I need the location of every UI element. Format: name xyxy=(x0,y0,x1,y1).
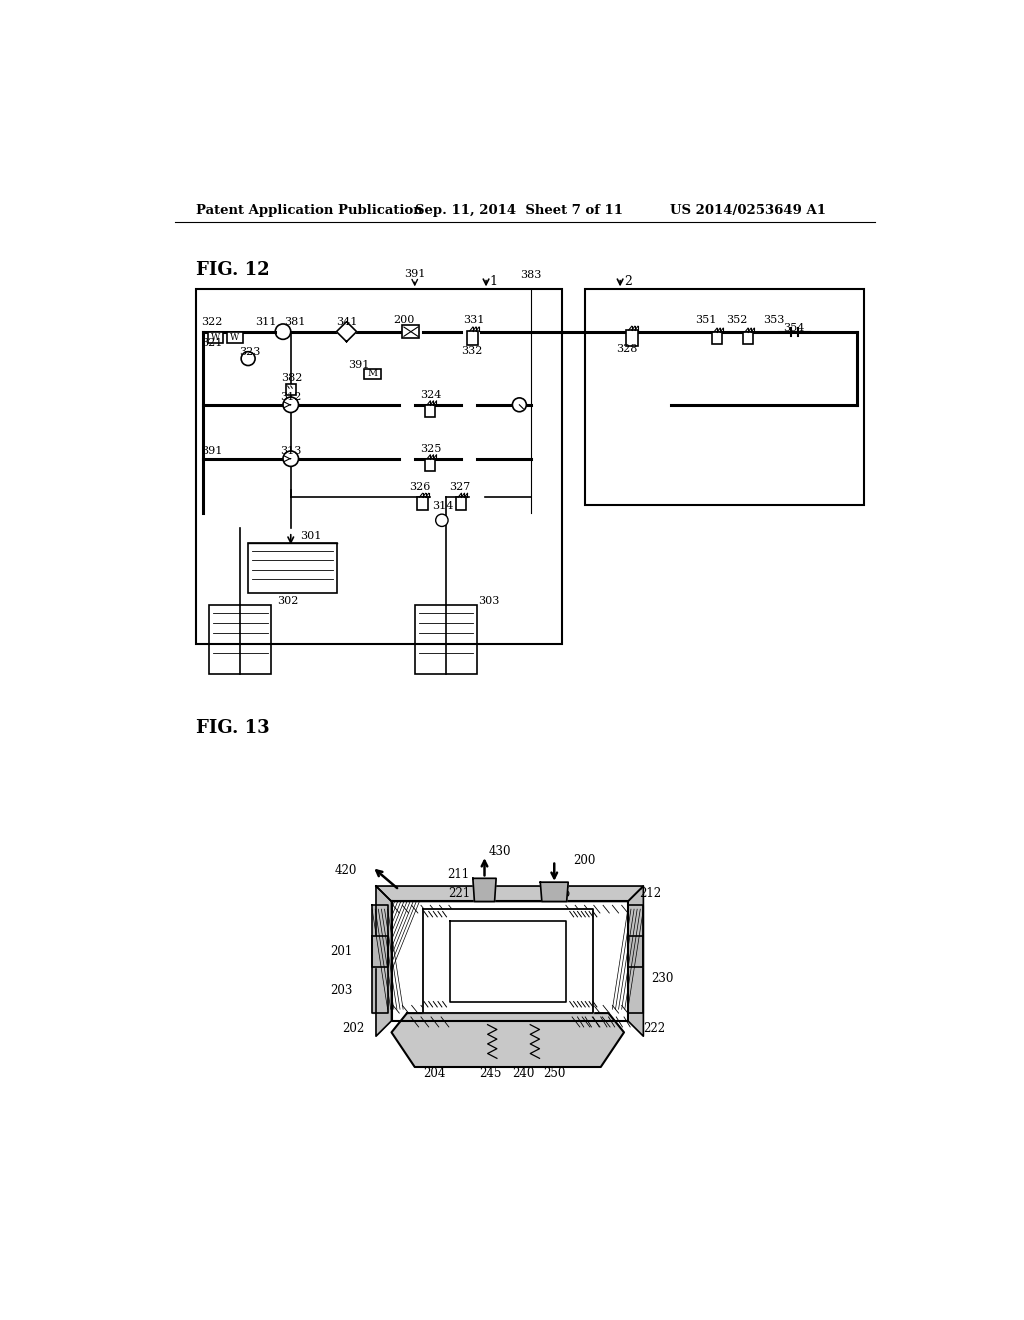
Text: 353: 353 xyxy=(764,315,784,325)
Polygon shape xyxy=(450,921,566,1002)
Text: 204: 204 xyxy=(423,1067,445,1080)
Bar xyxy=(425,459,435,471)
Text: 311: 311 xyxy=(255,317,276,326)
Bar xyxy=(209,605,271,675)
Text: 420: 420 xyxy=(334,865,356,878)
Text: 351: 351 xyxy=(694,315,716,325)
Polygon shape xyxy=(628,886,643,1036)
Text: 332: 332 xyxy=(461,346,482,356)
Polygon shape xyxy=(391,902,628,1020)
Bar xyxy=(208,333,223,343)
Polygon shape xyxy=(423,909,593,1014)
Polygon shape xyxy=(372,936,388,966)
Polygon shape xyxy=(376,886,643,902)
Text: 230: 230 xyxy=(651,972,674,985)
Text: 382: 382 xyxy=(281,372,302,383)
Text: 391: 391 xyxy=(404,269,425,279)
Bar xyxy=(402,326,420,338)
Polygon shape xyxy=(541,882,568,902)
Text: 212: 212 xyxy=(640,887,662,900)
Text: 240: 240 xyxy=(512,1067,535,1080)
Bar xyxy=(457,498,466,510)
Bar xyxy=(626,330,638,346)
Text: 331: 331 xyxy=(464,315,485,325)
Text: 391: 391 xyxy=(201,446,222,455)
Text: 383: 383 xyxy=(520,271,542,280)
Text: W: W xyxy=(230,334,240,342)
Text: 250: 250 xyxy=(543,1067,565,1080)
Text: Sep. 11, 2014  Sheet 7 of 11: Sep. 11, 2014 Sheet 7 of 11 xyxy=(415,205,623,218)
Text: 341: 341 xyxy=(336,317,357,326)
Polygon shape xyxy=(372,906,388,1014)
Text: 391: 391 xyxy=(348,360,370,370)
Text: W: W xyxy=(211,334,220,342)
Bar xyxy=(586,289,864,506)
Text: 325: 325 xyxy=(420,444,441,454)
Text: 324: 324 xyxy=(420,389,441,400)
Bar xyxy=(415,605,477,675)
Text: 1: 1 xyxy=(489,275,497,288)
Text: 245: 245 xyxy=(479,1067,502,1080)
Polygon shape xyxy=(337,322,356,342)
Circle shape xyxy=(283,451,299,466)
Bar xyxy=(197,289,562,644)
Text: 354: 354 xyxy=(783,323,804,333)
Text: 430: 430 xyxy=(488,845,511,858)
Text: 201: 201 xyxy=(331,945,352,958)
Text: 302: 302 xyxy=(276,597,298,606)
Bar xyxy=(425,405,435,417)
Circle shape xyxy=(512,397,526,412)
Bar xyxy=(467,331,478,345)
Text: 327: 327 xyxy=(450,482,471,492)
Polygon shape xyxy=(376,886,391,1036)
Text: 314: 314 xyxy=(432,502,454,511)
Text: 328: 328 xyxy=(616,345,638,354)
Text: 222: 222 xyxy=(643,1022,666,1035)
Text: 235: 235 xyxy=(548,887,570,900)
Bar xyxy=(713,333,722,343)
Text: 303: 303 xyxy=(478,597,500,606)
Circle shape xyxy=(283,397,299,413)
Bar xyxy=(743,333,753,343)
Bar xyxy=(227,333,243,343)
Text: 312: 312 xyxy=(280,392,301,403)
Text: 203: 203 xyxy=(331,983,352,997)
Text: FIG. 13: FIG. 13 xyxy=(197,719,270,737)
Polygon shape xyxy=(628,936,643,966)
Text: M: M xyxy=(367,370,377,379)
Text: 301: 301 xyxy=(300,531,322,541)
Text: FIG. 12: FIG. 12 xyxy=(197,261,270,279)
Bar xyxy=(286,384,296,395)
Text: 221: 221 xyxy=(449,887,471,900)
Polygon shape xyxy=(391,1014,624,1067)
Text: 321: 321 xyxy=(201,338,222,348)
Text: 200: 200 xyxy=(573,854,596,867)
Text: 326: 326 xyxy=(410,482,431,492)
Polygon shape xyxy=(473,878,496,902)
Polygon shape xyxy=(628,906,643,1014)
Text: 352: 352 xyxy=(726,315,748,325)
Text: 313: 313 xyxy=(280,446,301,455)
Text: US 2014/0253649 A1: US 2014/0253649 A1 xyxy=(671,205,826,218)
Bar xyxy=(418,498,428,510)
Text: 323: 323 xyxy=(239,347,260,358)
Text: 202: 202 xyxy=(342,1022,365,1035)
Text: 2: 2 xyxy=(624,275,632,288)
Text: 211: 211 xyxy=(446,869,469,880)
Text: Patent Application Publication: Patent Application Publication xyxy=(197,205,423,218)
Bar xyxy=(248,544,337,594)
Text: 381: 381 xyxy=(285,317,306,326)
Circle shape xyxy=(435,515,449,527)
Text: 322: 322 xyxy=(201,317,222,326)
Bar xyxy=(364,368,381,379)
Text: 200: 200 xyxy=(393,315,415,325)
